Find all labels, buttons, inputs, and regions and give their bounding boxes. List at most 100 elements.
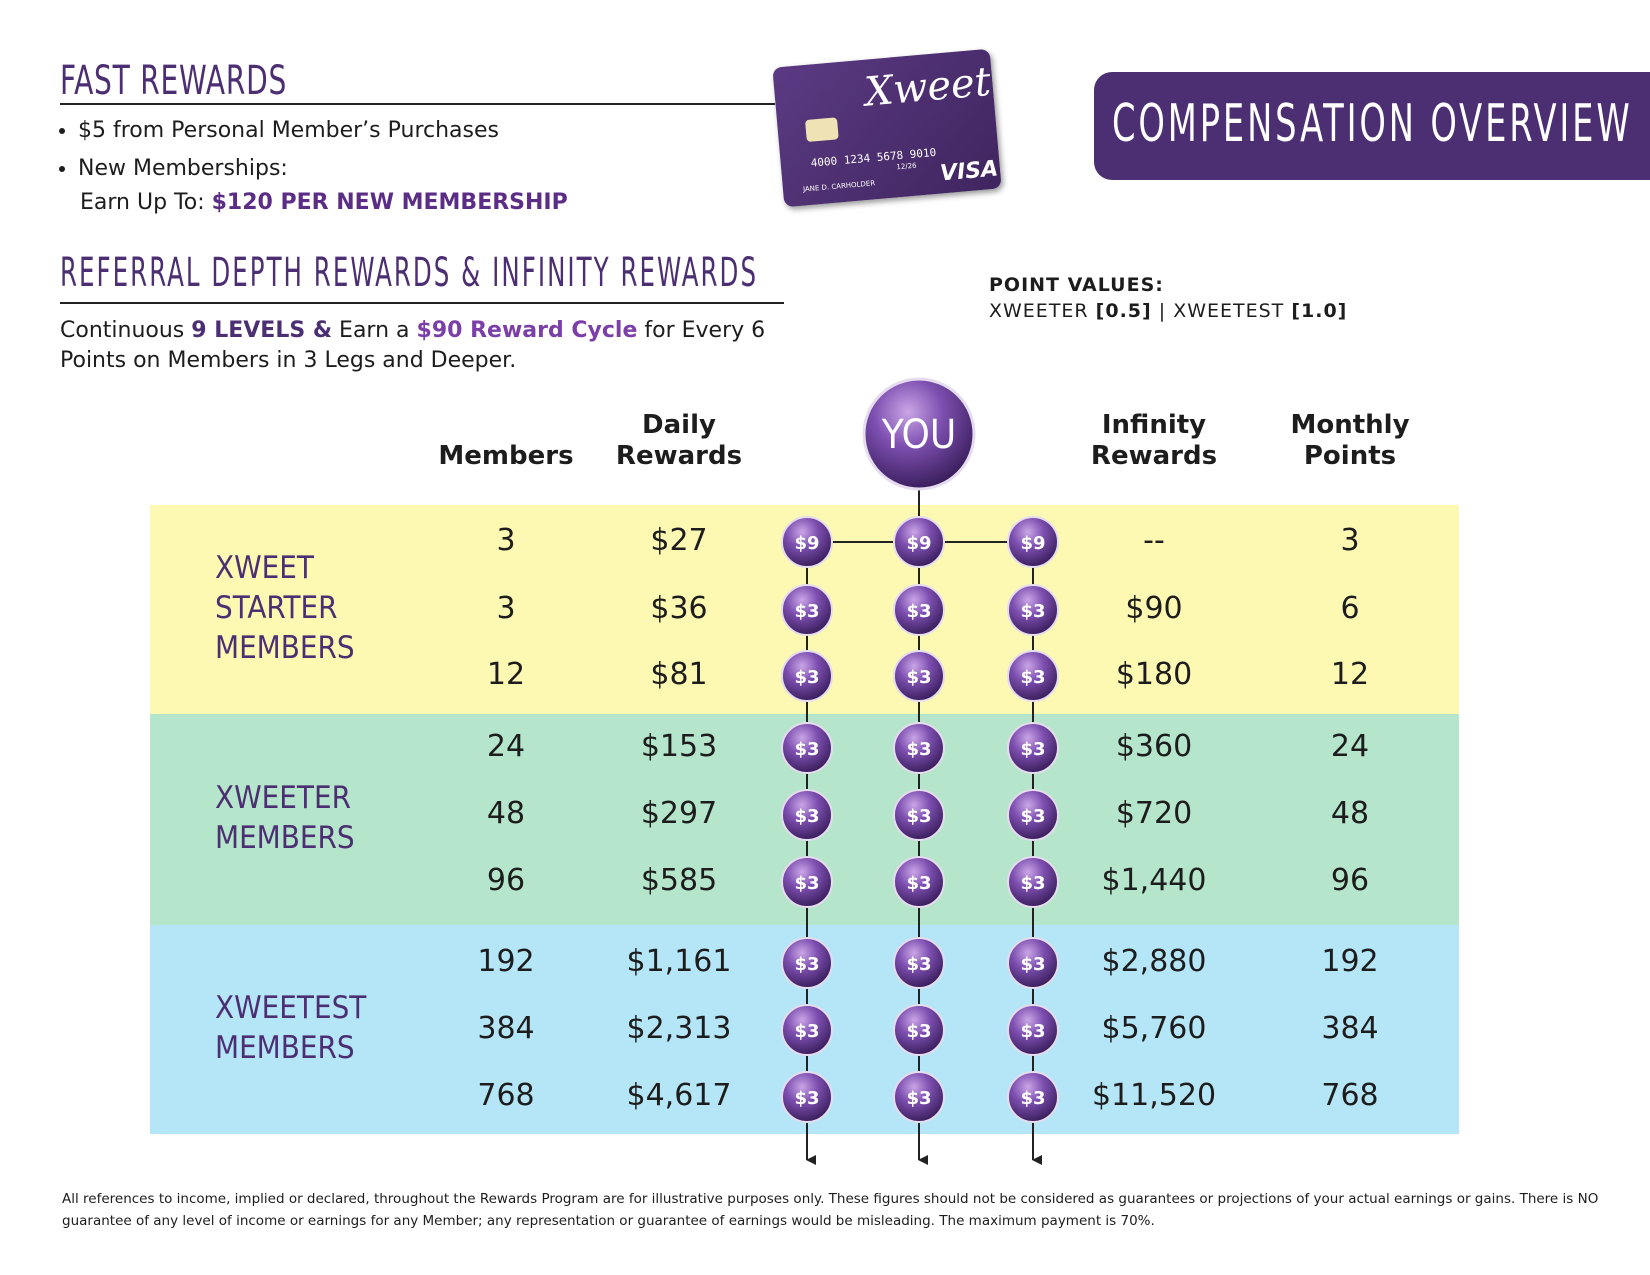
members-cell: 96 bbox=[486, 863, 526, 898]
header-banner: COMPENSATION OVERVIEW bbox=[1094, 72, 1650, 180]
reward-node bbox=[893, 516, 945, 568]
reward-node bbox=[893, 856, 945, 908]
members-cell: 48 bbox=[486, 796, 526, 831]
reward-node bbox=[781, 722, 833, 774]
infinity-cell: $360 bbox=[1115, 729, 1193, 764]
daily-cell: $1,161 bbox=[626, 944, 732, 979]
infinity-cell: $5,760 bbox=[1101, 1011, 1207, 1046]
level-name: XWEETER bbox=[989, 300, 1089, 322]
separator: | bbox=[1158, 300, 1167, 322]
reward-node bbox=[781, 1004, 833, 1056]
point-values-label: POINT VALUES: bbox=[989, 274, 1164, 296]
points-cell: 192 bbox=[1321, 944, 1379, 979]
points-cell: 48 bbox=[1330, 796, 1370, 831]
reward-node-label: $3 bbox=[906, 739, 931, 760]
infinity-cell: -- bbox=[1143, 523, 1165, 558]
reward-node bbox=[1007, 516, 1059, 568]
reward-node bbox=[1007, 937, 1059, 989]
reward-node bbox=[893, 789, 945, 841]
reward-node-label: $3 bbox=[794, 954, 819, 975]
reward-node bbox=[781, 1071, 833, 1123]
reward-node-label: $3 bbox=[1020, 601, 1045, 622]
reward-node bbox=[1007, 1004, 1059, 1056]
reward-node bbox=[1007, 856, 1059, 908]
reward-node-label: $9 bbox=[906, 533, 931, 554]
reward-node bbox=[893, 722, 945, 774]
daily-cell: $297 bbox=[640, 796, 718, 831]
reward-node bbox=[893, 1071, 945, 1123]
title-text: REFERRAL DEPTH REWARDS & INFINITY REWARD… bbox=[60, 250, 759, 296]
reward-node-label: $3 bbox=[906, 873, 931, 894]
reward-node bbox=[781, 650, 833, 702]
group-label: XWEETER MEMBERS bbox=[215, 779, 355, 856]
text: Continuous bbox=[60, 318, 185, 343]
group-label: XWEET STARTER MEMBERS bbox=[215, 549, 355, 666]
points-cell: 3 bbox=[1340, 523, 1360, 558]
daily-cell: $27 bbox=[650, 523, 708, 558]
members-cell: 3 bbox=[496, 523, 516, 558]
reward-node-label: $3 bbox=[794, 601, 819, 622]
reward-node bbox=[1007, 584, 1059, 636]
emphasis: $90 Reward Cycle bbox=[416, 318, 638, 343]
infinity-cell: $720 bbox=[1115, 796, 1193, 831]
infinity-cell: $1,440 bbox=[1101, 863, 1207, 898]
reward-node-label: $3 bbox=[794, 1021, 819, 1042]
members-cell: 768 bbox=[477, 1078, 535, 1113]
rule bbox=[60, 302, 784, 304]
reward-node-label: $3 bbox=[906, 1088, 931, 1109]
column-header: Monthly Points bbox=[1290, 410, 1410, 471]
column-header: Daily Rewards bbox=[615, 410, 743, 471]
title-text: COMPENSATION OVERVIEW bbox=[1112, 94, 1633, 154]
bullet-item: $5 from Personal Member’s Purchases bbox=[78, 112, 499, 150]
text: for Every 6 Points on Members in 3 Legs … bbox=[60, 318, 766, 373]
points-cell: 12 bbox=[1330, 657, 1370, 692]
reward-node-label: $3 bbox=[794, 739, 819, 760]
level-value: [1.0] bbox=[1291, 300, 1348, 322]
header-title: COMPENSATION OVERVIEW bbox=[1112, 94, 1650, 154]
reward-node bbox=[893, 1004, 945, 1056]
reward-node bbox=[781, 789, 833, 841]
daily-cell: $36 bbox=[650, 591, 708, 626]
daily-cell: $4,617 bbox=[626, 1078, 732, 1113]
bullet-item: New Memberships: bbox=[78, 150, 499, 188]
level-name: XWEETEST bbox=[1173, 300, 1285, 322]
emphasis: 9 LEVELS & bbox=[191, 318, 333, 343]
reward-node-label: $3 bbox=[1020, 954, 1045, 975]
reward-node bbox=[893, 937, 945, 989]
you-label: YOU bbox=[881, 412, 956, 458]
earn-line: Earn Up To: $120 PER NEW MEMBERSHIP bbox=[80, 190, 568, 215]
rule bbox=[60, 103, 775, 105]
reward-node-label: $9 bbox=[794, 533, 819, 554]
column-header: Infinity Rewards bbox=[1090, 410, 1218, 471]
reward-node-label: $9 bbox=[1020, 533, 1045, 554]
reward-node bbox=[893, 584, 945, 636]
earn-value: $120 PER NEW MEMBERSHIP bbox=[211, 190, 568, 215]
daily-cell: $153 bbox=[640, 729, 718, 764]
text: Earn a bbox=[339, 318, 410, 343]
members-cell: 3 bbox=[496, 591, 516, 626]
reward-node-label: $3 bbox=[794, 873, 819, 894]
reward-node-label: $3 bbox=[906, 1021, 931, 1042]
point-values: POINT VALUES: XWEETER [0.5] | XWEETEST [… bbox=[989, 272, 1347, 324]
reward-node-label: $3 bbox=[1020, 873, 1045, 894]
reward-node-label: $3 bbox=[1020, 739, 1045, 760]
reward-node bbox=[781, 937, 833, 989]
fast-rewards-title: FAST REWARDS bbox=[60, 58, 351, 104]
reward-node-label: $3 bbox=[906, 667, 931, 688]
reward-node-label: $3 bbox=[794, 667, 819, 688]
reward-node bbox=[1007, 650, 1059, 702]
reward-node bbox=[893, 650, 945, 702]
members-cell: 192 bbox=[477, 944, 535, 979]
reward-node-label: $3 bbox=[906, 806, 931, 827]
reward-node-label: $3 bbox=[1020, 806, 1045, 827]
fast-rewards-list: $5 from Personal Member’s Purchases New … bbox=[60, 112, 499, 188]
reward-node bbox=[1007, 789, 1059, 841]
title-text: FAST REWARDS bbox=[60, 58, 288, 104]
points-cell: 6 bbox=[1340, 591, 1360, 626]
daily-cell: $81 bbox=[650, 657, 708, 692]
infinity-cell: $180 bbox=[1115, 657, 1193, 692]
reward-node-label: $3 bbox=[794, 1088, 819, 1109]
members-cell: 12 bbox=[486, 657, 526, 692]
reward-node-label: $3 bbox=[906, 601, 931, 622]
